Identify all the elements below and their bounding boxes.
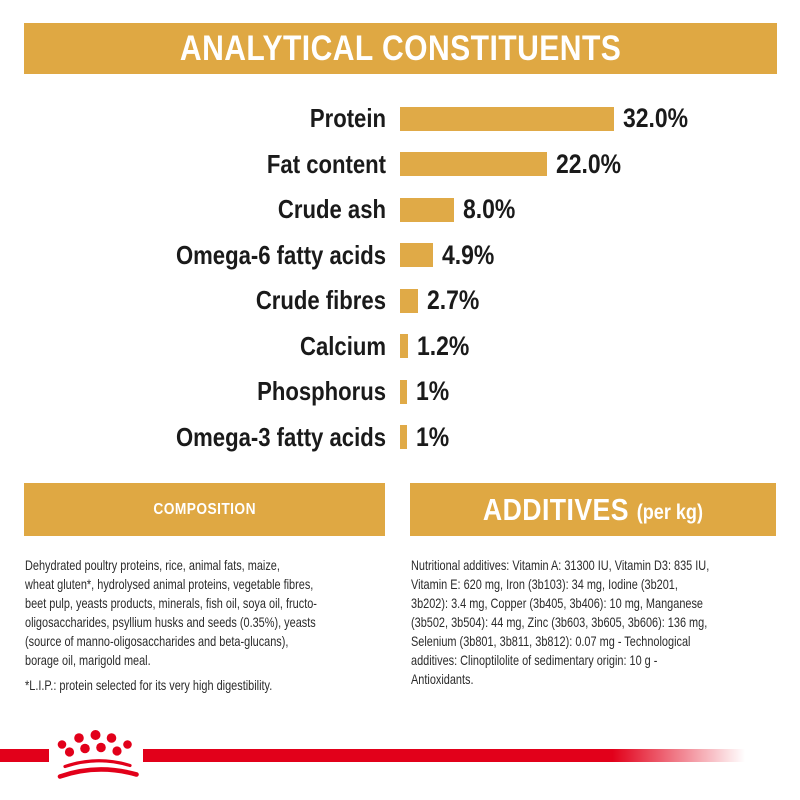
composition-footnote: *L.I.P.: protein selected for its very h… bbox=[25, 677, 273, 693]
bar-value: 4.9% bbox=[441, 239, 495, 270]
bar bbox=[400, 152, 548, 177]
bar-label: Protein bbox=[309, 103, 386, 134]
composition-title: COMPOSITION bbox=[153, 500, 256, 518]
bar-label: Phosphorus bbox=[257, 376, 386, 407]
bar-value: 32.0% bbox=[623, 103, 689, 134]
chart-row: Protein 32.0% bbox=[24, 96, 776, 142]
bar-value: 1% bbox=[415, 376, 449, 407]
bar bbox=[400, 379, 407, 404]
bar-value: 1.2% bbox=[417, 330, 470, 361]
additives-title: ADDITIVES bbox=[482, 491, 630, 527]
additives-title-suffix: (per kg) bbox=[636, 501, 704, 524]
analytical-constituents-title: ANALYTICAL CONSTITUENTS bbox=[179, 28, 622, 68]
bar bbox=[400, 334, 408, 359]
bar-label: Crude ash bbox=[277, 194, 386, 225]
analytical-chart: Protein 32.0% Fat content 22.0% Crude ash 8.0… bbox=[24, 96, 776, 460]
chart-row: Phosphorus 1% bbox=[24, 369, 776, 415]
footer-band-right bbox=[143, 749, 745, 762]
chart-row: Crude ash 8.0% bbox=[24, 187, 776, 233]
bar bbox=[400, 106, 615, 131]
analytical-constituents-header: ANALYTICAL CONSTITUENTS bbox=[24, 23, 777, 74]
bar bbox=[400, 425, 407, 450]
bar bbox=[400, 288, 419, 313]
bar-value: 8.0% bbox=[462, 194, 515, 225]
royal-canin-crown-icon bbox=[57, 730, 139, 779]
chart-row: Crude fibres 2.7% bbox=[24, 278, 776, 324]
chart-row: Fat content 22.0% bbox=[24, 142, 776, 188]
bar-label: Omega-3 fatty acids bbox=[175, 421, 386, 452]
composition-body: Dehydrated poultry proteins, rice, anima… bbox=[25, 557, 317, 668]
bar-label: Calcium bbox=[300, 330, 386, 361]
bar-label: Fat content bbox=[266, 148, 386, 179]
bar-label: Omega-6 fatty acids bbox=[175, 239, 386, 270]
chart-row: Omega-6 fatty acids 4.9% bbox=[24, 233, 776, 279]
additives-header: ADDITIVES (per kg) bbox=[410, 483, 776, 536]
chart-row: Calcium 1.2% bbox=[24, 324, 776, 370]
bar bbox=[400, 243, 433, 268]
bar bbox=[400, 197, 454, 222]
additives-body: Nutritional additives: Vitamin A: 31300 … bbox=[411, 557, 710, 687]
bar-value: 1% bbox=[415, 421, 449, 452]
additives-title-row: ADDITIVES (per kg) bbox=[483, 492, 703, 528]
bar-value: 2.7% bbox=[427, 285, 480, 316]
footer-band-left bbox=[0, 749, 49, 762]
bar-label: Crude fibres bbox=[255, 285, 386, 316]
bar-value: 22.0% bbox=[556, 148, 622, 179]
composition-header: COMPOSITION bbox=[24, 483, 385, 536]
chart-row: Omega-3 fatty acids 1% bbox=[24, 415, 776, 461]
